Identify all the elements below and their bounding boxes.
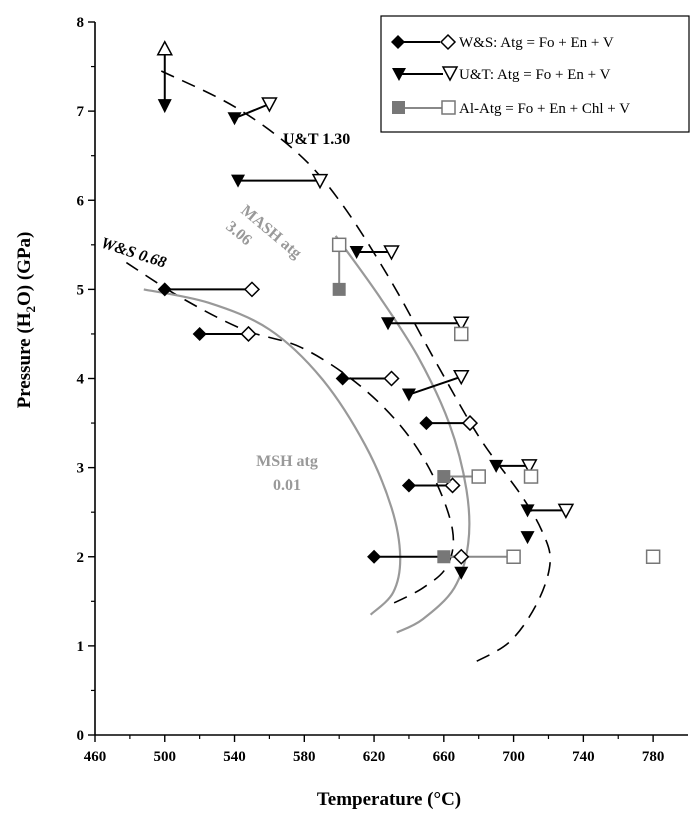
y-tick-label: 3 [77, 461, 85, 477]
ut-bracket-line [234, 103, 270, 120]
y-tick-label: 4 [77, 372, 85, 388]
ut-point-open [453, 316, 470, 332]
y-axis-title: Pressure (H2O) (GPa) [14, 232, 38, 409]
legend-marker-ut-filled [392, 68, 406, 81]
ut-point-open [261, 97, 278, 113]
curves [125, 70, 552, 665]
ut-point-filled [454, 566, 469, 580]
y-tick-label: 0 [77, 728, 85, 744]
ws-point-filled [192, 326, 207, 341]
al-point-open [471, 469, 486, 484]
ws-point-open [243, 281, 261, 298]
x-tick-label: 740 [572, 749, 595, 765]
ws-point-filled [157, 282, 172, 297]
ut-point-filled [489, 459, 504, 473]
ut-point-open [557, 503, 575, 519]
ut-dashed-curve [160, 70, 552, 665]
al-point-open [645, 549, 661, 564]
ut-point-open [453, 369, 470, 386]
ws-point-filled [419, 416, 434, 431]
ws-curve-label: W&S 0.68 [99, 235, 169, 272]
ws-point-open [383, 370, 400, 387]
legend: W&S: Atg = Fo + En + V U&T: Atg = Fo + E… [380, 15, 690, 133]
ut-point-filled [349, 245, 364, 259]
mash-solid-curve [334, 235, 471, 634]
y-tick-label: 1 [77, 639, 85, 655]
x-axis-title: Temperature (°C) [317, 789, 461, 810]
legend-label-al: Al-Atg = Fo + En + Chl + V [459, 101, 630, 117]
al-point-filled [437, 470, 451, 484]
arrow-head [157, 99, 172, 114]
msh-solid-curve [143, 288, 402, 616]
legend-marker-al-filled [392, 101, 405, 114]
ws-point-filled [367, 549, 382, 564]
ut-point-filled [520, 531, 535, 545]
al-point-open [523, 469, 539, 484]
msh-curve-value: 0.01 [273, 477, 301, 494]
legend-marker-ws-open [439, 33, 457, 51]
ut-bracket-line [408, 375, 462, 396]
legend-marker-al-open [441, 100, 456, 115]
ut-point-open [311, 173, 329, 190]
y-tick-label: 8 [77, 15, 85, 31]
y-tick-label: 7 [77, 104, 85, 120]
ws-point-filled [335, 371, 350, 386]
legend-label-ws: W&S: Atg = Fo + En + V [459, 35, 614, 51]
ut-point-open [383, 245, 400, 261]
y-tick-label: 2 [77, 550, 85, 566]
ws-point-open [461, 415, 479, 432]
axes: 460 500 540 580 620 660 700 740 780 0 1 2 3 4 5 6 7 8 [77, 15, 688, 765]
legend-marker-ut-open [441, 66, 459, 82]
ws-dashed-curve [125, 261, 455, 607]
x-tick-label: 540 [223, 749, 246, 765]
al-point-open [331, 237, 347, 253]
msh-curve-label: MSH atg [256, 453, 318, 470]
ut-point-filled [231, 174, 246, 188]
al-point-filled [437, 550, 451, 564]
al-point-open [506, 549, 521, 564]
ut-point-filled [401, 388, 416, 402]
ut-point-filled [381, 317, 396, 331]
ws-point-open [240, 325, 257, 342]
y-tick-label: 5 [77, 282, 85, 298]
legend-marker-ws-filled [391, 35, 405, 49]
legend-label-ut: U&T: Atg = Fo + En + V [459, 67, 611, 83]
ut-point-filled [520, 504, 535, 518]
al-point-open [454, 326, 469, 342]
ut-point-open-up [156, 40, 174, 56]
x-tick-label: 780 [642, 749, 665, 765]
ut-curve-label: U&T 1.30 [283, 131, 350, 148]
x-tick-label: 620 [363, 749, 386, 765]
ws-point-open [453, 548, 470, 565]
ut-point-open [521, 459, 538, 475]
x-tick-label: 500 [154, 749, 177, 765]
marks [156, 40, 661, 580]
x-tick-label: 660 [433, 749, 456, 765]
x-tick-label: 580 [293, 749, 316, 765]
al-point-filled [332, 282, 346, 296]
y-tick-label: 6 [77, 193, 85, 209]
ut-point-filled [227, 112, 242, 126]
x-tick-label: 700 [502, 749, 525, 765]
ws-point-filled [401, 478, 416, 493]
x-tick-label: 460 [84, 749, 107, 765]
